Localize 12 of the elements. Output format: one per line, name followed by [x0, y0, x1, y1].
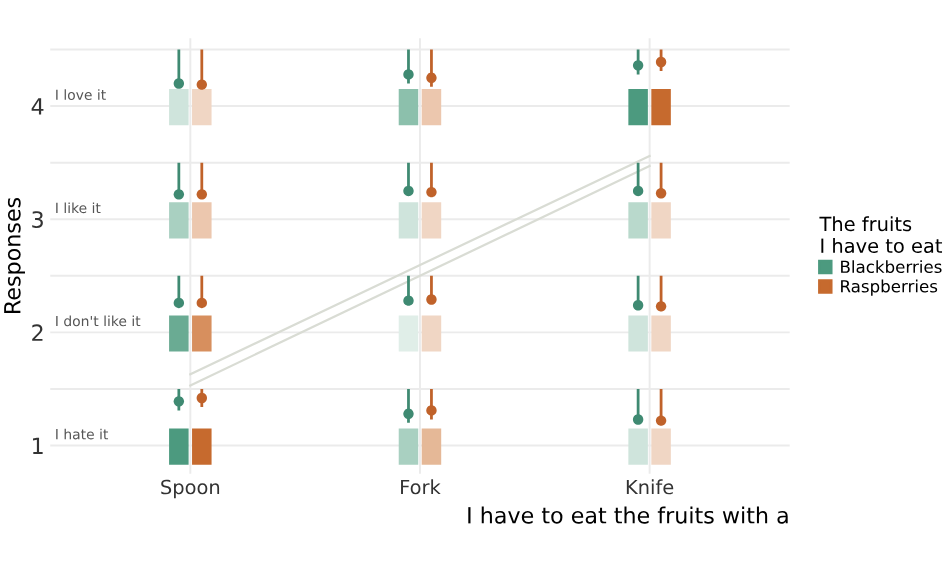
y-axis-title: Responses	[4, 197, 25, 313]
x-tick-label: Spoon	[161, 479, 220, 499]
legend-label: Blackberries	[841, 260, 942, 274]
x-tick-label: Knife	[626, 479, 674, 495]
x-tick-label: Fork	[401, 479, 441, 495]
y-tick-label: 1	[32, 437, 43, 454]
x-axis-title: I have to eat the fruits with a	[468, 506, 788, 524]
y-tick-label: 4	[31, 98, 44, 115]
legend-title: The fruits I have to eat	[819, 216, 943, 254]
legend-label: Raspberries	[841, 279, 938, 296]
y-tick-label: 3	[32, 211, 43, 228]
y-tick-label: 2	[32, 324, 43, 341]
